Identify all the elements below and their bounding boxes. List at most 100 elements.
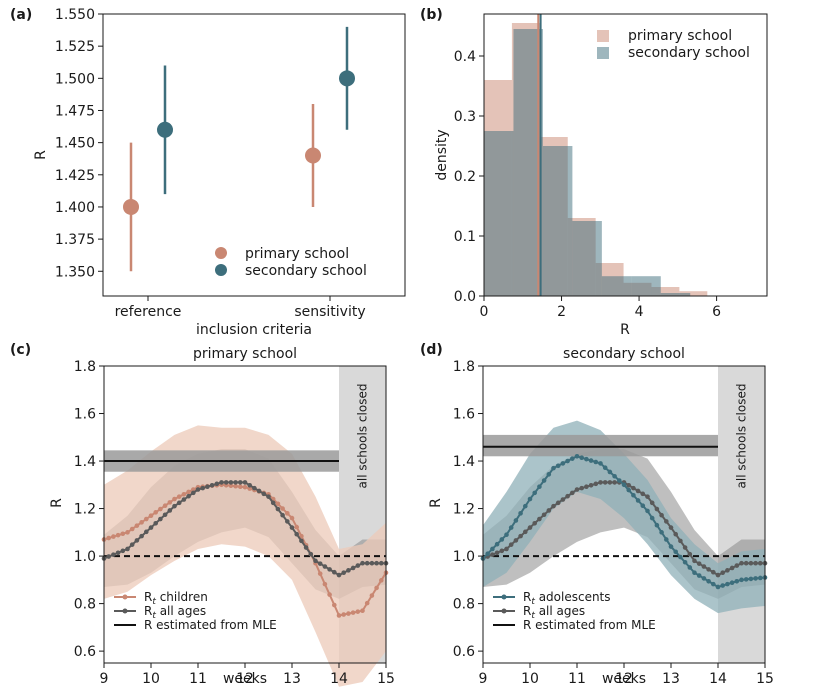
y-tick-label: 0.8	[74, 597, 96, 613]
series-marker	[621, 482, 627, 488]
series-marker	[729, 565, 735, 571]
series-marker	[640, 503, 646, 509]
series-marker	[275, 501, 281, 507]
series-marker	[490, 546, 495, 552]
axes-frame	[483, 13, 768, 297]
series-marker	[706, 578, 711, 584]
series-marker	[280, 506, 285, 511]
series-marker	[485, 551, 491, 557]
y-tick-label: 1.2	[453, 502, 475, 518]
series-marker	[518, 511, 523, 516]
series-marker	[598, 480, 603, 485]
series-marker	[739, 577, 744, 583]
x-tick-label: reference	[115, 304, 182, 320]
series-marker	[649, 500, 655, 506]
series-marker	[645, 508, 650, 514]
series-marker	[504, 532, 509, 537]
series-marker	[364, 560, 370, 566]
x-tick-label: 13	[283, 671, 301, 687]
series-marker	[687, 565, 693, 570]
y-tick-label: 0.2	[454, 169, 476, 185]
series-marker	[499, 548, 505, 554]
series-marker	[631, 492, 636, 498]
x-tick-label: 12	[236, 671, 254, 687]
series-marker	[701, 564, 707, 569]
y-axis-label: R	[33, 150, 49, 160]
series-marker	[242, 484, 248, 490]
x-tick-label: 0	[480, 304, 489, 320]
series-marker	[673, 549, 678, 555]
panel-label: (d)	[420, 342, 443, 358]
series-marker	[176, 494, 182, 499]
series-marker	[607, 480, 613, 485]
series-marker	[494, 550, 500, 556]
series-marker	[134, 523, 140, 528]
series-marker	[513, 538, 519, 543]
series-marker	[555, 500, 561, 506]
series-marker	[252, 485, 257, 491]
series-marker	[195, 487, 201, 492]
series-marker	[720, 583, 725, 588]
series-marker	[612, 473, 617, 479]
series-marker	[654, 522, 660, 528]
series-marker	[711, 581, 716, 587]
y-tick-label: 0.6	[74, 644, 96, 660]
legend-marker	[501, 608, 507, 614]
series-marker	[294, 531, 300, 537]
series-marker	[588, 458, 594, 463]
y-axis-label: R	[428, 498, 444, 508]
y-tick-label: 0.6	[453, 644, 475, 660]
series-marker	[162, 503, 168, 509]
series-marker	[144, 516, 149, 522]
series-marker	[570, 490, 575, 496]
series-marker	[640, 491, 646, 497]
series-marker	[617, 478, 622, 483]
series-marker	[593, 459, 599, 465]
series-marker	[186, 489, 191, 495]
y-tick-label: 1.0	[74, 549, 96, 565]
legend-label: Rt adolescents	[523, 590, 611, 607]
y-tick-label: 1.8	[453, 359, 475, 375]
legend-marker	[597, 47, 609, 59]
series-marker	[332, 602, 337, 608]
y-tick-label: 1.6	[74, 407, 96, 423]
series-marker	[176, 500, 182, 506]
series-marker	[579, 455, 584, 461]
x-tick-label: sensitivity	[294, 304, 365, 320]
x-tick-label: 9	[100, 671, 109, 687]
series-marker	[285, 519, 290, 524]
series-marker	[153, 520, 158, 526]
y-tick-label: 1.550	[55, 7, 95, 23]
y-tick-label: 1.500	[55, 71, 95, 87]
series-marker	[715, 584, 721, 590]
series-marker	[148, 525, 154, 530]
series-marker	[280, 512, 285, 518]
series-marker	[275, 506, 281, 512]
series-marker	[668, 544, 674, 549]
series-marker	[270, 500, 276, 506]
series-marker	[106, 554, 111, 559]
series-marker	[247, 482, 252, 488]
series-marker	[715, 572, 721, 578]
series-marker	[346, 611, 351, 616]
series-marker	[574, 487, 580, 492]
series-marker	[490, 552, 495, 557]
panel-label: (c)	[10, 342, 31, 358]
series-marker	[541, 512, 547, 518]
series-marker	[139, 520, 144, 525]
series-marker	[696, 561, 702, 566]
series-marker	[285, 511, 290, 516]
series-marker	[626, 482, 631, 488]
series-marker	[111, 552, 116, 557]
x-tick-label: 10	[142, 671, 160, 687]
series-marker	[537, 484, 542, 490]
x-tick-label: 11	[568, 671, 586, 687]
series-marker	[289, 525, 295, 530]
series-marker	[659, 512, 664, 518]
series-marker	[186, 493, 191, 499]
x-tick-label: 11	[189, 671, 207, 687]
series-marker	[327, 592, 332, 597]
series-marker	[743, 577, 749, 582]
